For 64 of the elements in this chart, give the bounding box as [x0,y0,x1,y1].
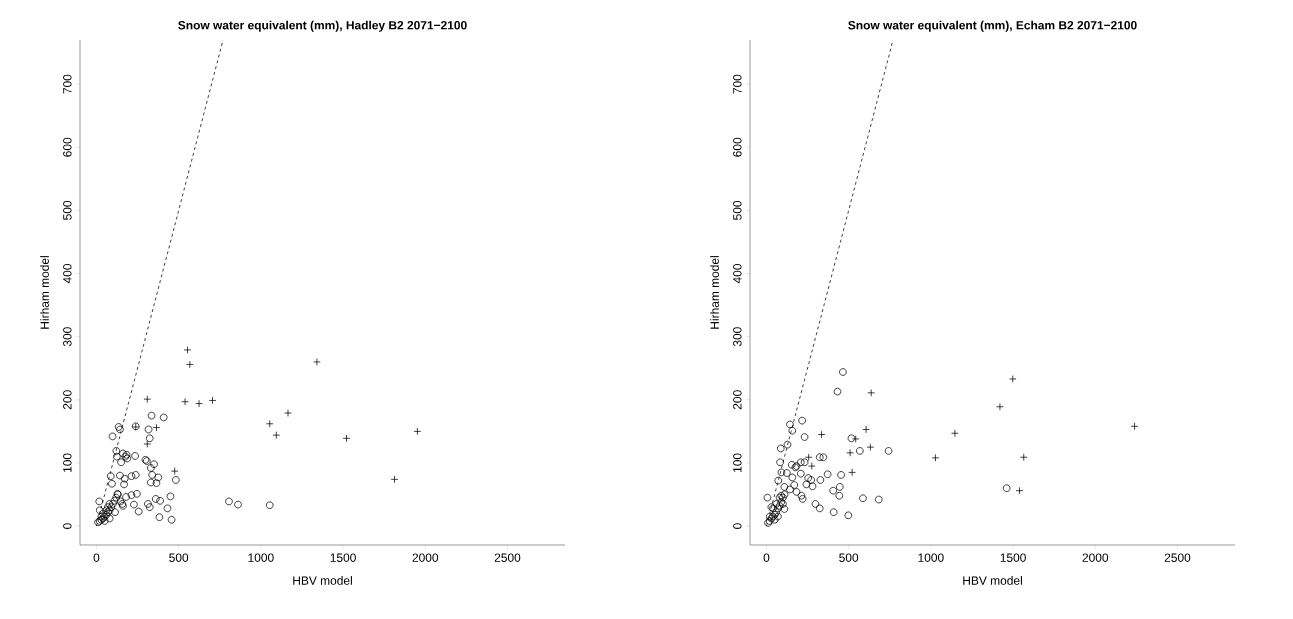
x-tick-label: 2000 [1082,553,1109,562]
y-axis-title: Hirham model [710,256,719,329]
y-tick-label: 700 [733,74,742,94]
point [143,395,152,403]
point [272,431,281,439]
point [413,427,422,436]
y-tick-label: 600 [63,137,72,157]
point [208,396,217,405]
y-tick-label: 300 [733,327,742,347]
point [265,420,274,428]
x-axis-title: HBV model [963,576,1022,585]
x-tick-label: 0 [763,553,770,562]
point [867,389,875,397]
y-tick-label: 500 [733,200,742,220]
point [390,475,399,484]
y-tick-label: 200 [63,390,72,410]
point [183,346,192,354]
chart-title: Snow water equivalent (mm), Hadley B2 2071−2100 [178,20,467,32]
point [195,399,203,408]
point [1008,375,1017,383]
y-tick-label: 100 [63,453,72,472]
x-tick-label: 1500 [330,553,356,562]
y-tick-label: 500 [63,200,72,220]
point [181,397,189,406]
point [186,360,194,369]
point [143,440,152,448]
x-tick-label: 1000 [918,553,944,562]
y-axis-title: Hirham model [40,256,49,329]
x-tick-label: 2000 [412,553,439,562]
point [1130,422,1139,431]
x-tick-label: 2500 [494,553,521,562]
point [1015,486,1024,495]
x-axis-title: HBV model [293,576,352,585]
x-tick-label: 500 [839,553,859,562]
y-tick-label: 400 [63,264,72,284]
x-tick-label: 0 [93,553,100,562]
chart-title: Snow water equivalent (mm), Echam B2 2071−2100 [848,20,1137,32]
y-tick-label: 300 [63,327,72,347]
y-tick-label: 700 [63,74,72,94]
point [170,467,179,475]
point [313,358,321,366]
point [931,454,940,462]
y-tick-label: 200 [733,390,742,410]
point [851,435,860,443]
y-tick-label: 0 [63,523,72,529]
point [848,468,856,477]
y-tick-label: 0 [733,523,742,529]
point [951,429,959,438]
y-tick-label: 100 [733,453,742,472]
point [284,409,292,417]
y-tick-label: 600 [733,137,742,157]
point [862,425,870,434]
point [866,443,875,451]
x-tick-label: 1000 [248,553,274,562]
x-tick-label: 2500 [1164,553,1191,562]
x-tick-label: 1500 [1000,553,1026,562]
x-tick-label: 500 [169,553,189,562]
point [1019,453,1028,462]
point [808,462,816,470]
point [342,434,351,443]
point [131,423,140,431]
point [996,402,1004,411]
y-tick-label: 400 [733,264,742,284]
point [846,449,854,457]
